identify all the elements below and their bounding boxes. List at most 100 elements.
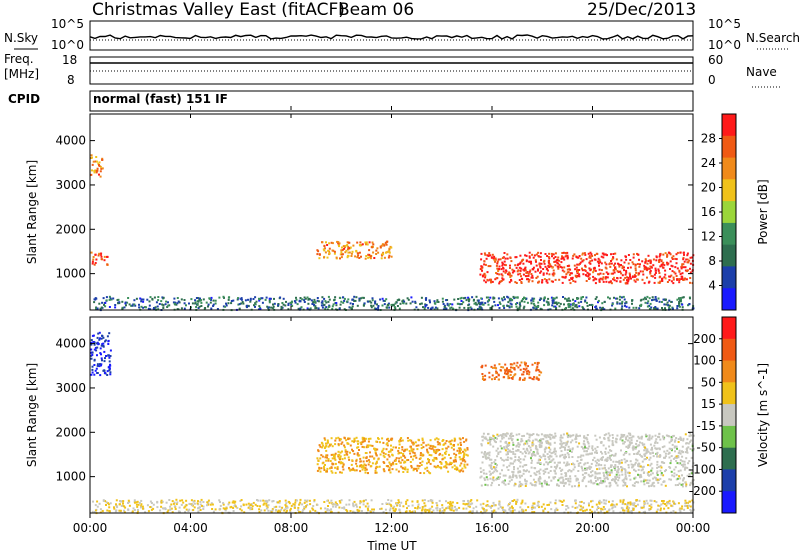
data-cell bbox=[462, 456, 465, 458]
data-cell bbox=[561, 442, 564, 445]
data-cell bbox=[538, 480, 541, 483]
data-cell bbox=[643, 454, 646, 457]
data-cell bbox=[577, 462, 580, 465]
data-cell bbox=[594, 298, 597, 300]
data-cell bbox=[298, 503, 301, 506]
data-cell bbox=[357, 442, 359, 445]
data-cell bbox=[348, 251, 351, 254]
data-cell bbox=[420, 443, 423, 446]
data-cell bbox=[604, 502, 607, 505]
data-cell bbox=[414, 300, 417, 303]
data-cell bbox=[131, 510, 134, 513]
data-cell bbox=[570, 463, 573, 466]
data-cell bbox=[304, 506, 307, 509]
data-cell bbox=[605, 263, 608, 266]
data-cell bbox=[634, 446, 637, 449]
data-cell bbox=[507, 273, 509, 276]
data-cell bbox=[495, 277, 498, 280]
data-cell bbox=[454, 458, 457, 461]
data-cell bbox=[682, 478, 685, 481]
data-cell bbox=[557, 479, 560, 482]
data-cell bbox=[583, 444, 586, 447]
data-cell bbox=[505, 446, 508, 449]
data-cell bbox=[538, 299, 541, 301]
data-cell bbox=[395, 457, 398, 460]
data-cell bbox=[505, 445, 508, 448]
data-cell bbox=[324, 507, 327, 510]
data-cell bbox=[91, 334, 94, 337]
data-cell bbox=[493, 461, 496, 464]
data-cell bbox=[637, 464, 640, 467]
data-cell bbox=[571, 447, 574, 450]
data-cell bbox=[269, 297, 272, 300]
data-cell bbox=[686, 270, 689, 273]
data-cell bbox=[590, 475, 593, 478]
data-cell bbox=[96, 505, 99, 508]
data-cell bbox=[577, 274, 579, 277]
data-cell bbox=[573, 463, 576, 466]
data-cell bbox=[579, 462, 582, 464]
data-cell bbox=[648, 504, 651, 507]
data-cell bbox=[609, 458, 612, 461]
data-cell bbox=[615, 460, 618, 463]
data-cell bbox=[606, 456, 609, 459]
data-cell bbox=[518, 433, 521, 436]
data-cell bbox=[361, 436, 364, 439]
data-cell bbox=[348, 306, 351, 309]
data-cell bbox=[506, 295, 509, 298]
data-cell bbox=[533, 254, 536, 257]
data-cell bbox=[399, 461, 402, 464]
colorbar-segment bbox=[722, 135, 736, 159]
data-cell bbox=[578, 484, 580, 487]
data-cell bbox=[632, 507, 635, 510]
colorbar-segment bbox=[722, 288, 736, 311]
data-cell bbox=[507, 377, 510, 380]
data-cell bbox=[363, 446, 366, 449]
data-cell bbox=[535, 305, 538, 308]
data-cell bbox=[397, 452, 400, 455]
data-cell bbox=[688, 473, 691, 475]
data-cell bbox=[493, 438, 496, 441]
data-cell bbox=[237, 297, 239, 300]
data-cell bbox=[671, 438, 674, 441]
data-cell bbox=[649, 452, 652, 455]
data-cell bbox=[609, 484, 612, 487]
data-cell bbox=[382, 299, 385, 302]
data-cell bbox=[539, 255, 542, 258]
data-cell bbox=[95, 349, 98, 352]
data-cell bbox=[369, 444, 372, 447]
data-cell bbox=[538, 263, 541, 266]
data-cell bbox=[689, 440, 692, 443]
data-cell bbox=[636, 459, 639, 462]
data-cell bbox=[358, 454, 361, 457]
data-cell bbox=[166, 511, 169, 513]
data-cell bbox=[554, 476, 557, 479]
data-cell bbox=[626, 279, 628, 282]
data-cell bbox=[210, 296, 213, 299]
data-cell bbox=[556, 303, 559, 306]
data-cell bbox=[265, 296, 268, 299]
data-cell bbox=[392, 303, 395, 306]
data-cell bbox=[501, 469, 503, 472]
data-cell bbox=[351, 448, 353, 451]
x-tick-label: 00:00 bbox=[676, 521, 711, 535]
data-cell bbox=[492, 476, 495, 479]
data-cell bbox=[658, 505, 661, 507]
data-cell bbox=[538, 475, 541, 478]
data-cell bbox=[324, 446, 327, 448]
data-cell bbox=[555, 507, 558, 510]
data-cell bbox=[424, 508, 427, 511]
data-cell bbox=[639, 465, 642, 468]
data-cell bbox=[666, 449, 669, 452]
data-cell bbox=[548, 273, 551, 276]
data-cell bbox=[375, 471, 378, 474]
data-cell bbox=[185, 499, 188, 502]
data-cell bbox=[567, 479, 570, 482]
data-cell bbox=[636, 445, 639, 448]
data-cell bbox=[660, 472, 663, 474]
data-cell bbox=[652, 455, 655, 458]
data-cell bbox=[564, 448, 566, 451]
data-cell bbox=[661, 435, 664, 438]
data-cell bbox=[312, 301, 315, 304]
colorbar-segment bbox=[722, 244, 736, 267]
